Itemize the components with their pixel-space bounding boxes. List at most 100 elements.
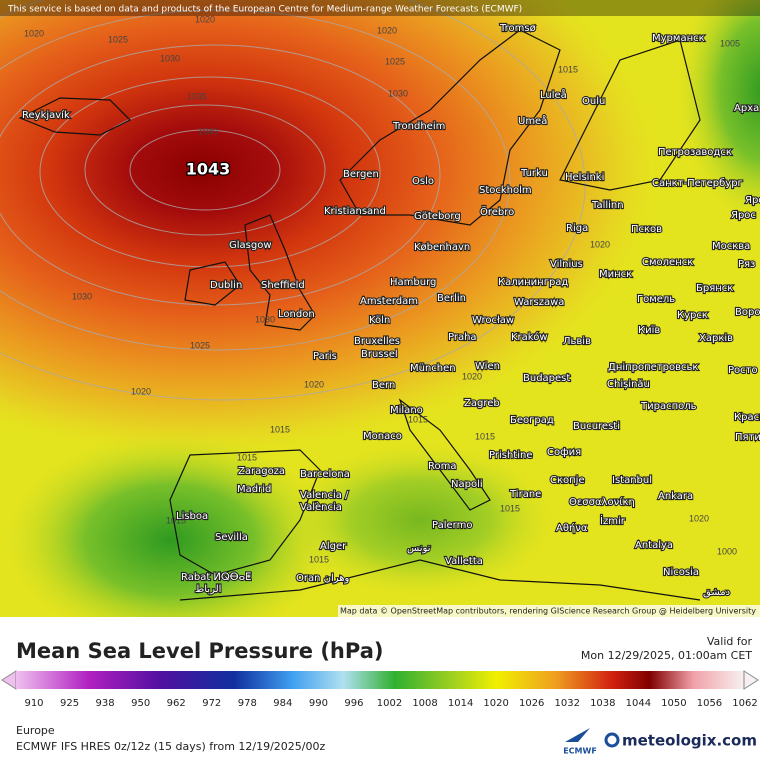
isobar-label: 1005 bbox=[720, 38, 740, 48]
city-label: Брянск bbox=[696, 283, 733, 294]
colorbar-arrow bbox=[743, 670, 759, 690]
legend-title: Mean Sea Level Pressure (hPa) bbox=[16, 639, 383, 663]
isobar-label: 1020 bbox=[304, 379, 324, 389]
city-label: Θεσσαλονίκη bbox=[569, 496, 635, 508]
isobar-label: 1020 bbox=[131, 386, 151, 396]
colorbar-tick-label: 1056 bbox=[697, 698, 722, 709]
city-label: Арха bbox=[734, 103, 759, 114]
city-label: Amsterdam bbox=[360, 296, 418, 307]
city-label: Trondheim bbox=[392, 121, 445, 132]
city-label: Örebro bbox=[480, 205, 514, 218]
colorbar-tick-label: 1014 bbox=[448, 698, 473, 709]
isobar-label: 1020 bbox=[24, 28, 44, 38]
city-label: London bbox=[278, 309, 315, 320]
colorbar bbox=[16, 671, 744, 689]
region: Europe bbox=[16, 724, 55, 737]
city-label: München bbox=[410, 363, 456, 374]
city-label: Харків bbox=[699, 332, 733, 344]
city-label: Istanbul bbox=[612, 475, 652, 486]
city-label: Rabat ⵍⵕⴱⴰⵟ bbox=[181, 572, 251, 583]
brand-logo bbox=[604, 732, 620, 748]
city-label: Tirane bbox=[509, 489, 541, 500]
city-label: Αθήνα bbox=[556, 522, 588, 534]
city-label: Львів bbox=[563, 335, 591, 347]
city-label: Санкт-Петербург bbox=[652, 178, 743, 189]
city-label: Москва bbox=[712, 241, 750, 252]
city-label: Пяти bbox=[735, 432, 760, 443]
city-label: София bbox=[547, 447, 581, 458]
isobar-label: 1030 bbox=[160, 53, 180, 63]
city-label: Palermo bbox=[432, 520, 472, 531]
city-label: Яро bbox=[745, 195, 760, 206]
city-label: Chișinău bbox=[607, 379, 650, 390]
city-label: Tromsø bbox=[499, 23, 536, 34]
city-label: Riga bbox=[566, 223, 588, 234]
city-label: تونس bbox=[407, 543, 431, 554]
ecmwf-text: ECMWF bbox=[563, 747, 597, 756]
city-label: Dublin bbox=[210, 280, 242, 291]
isobar-label: 1025 bbox=[385, 56, 405, 66]
valid-label: Valid for bbox=[707, 635, 753, 648]
isobar-label: 1020 bbox=[195, 14, 215, 24]
colorbar-tick-label: 910 bbox=[24, 698, 43, 709]
city-label: Псков bbox=[631, 224, 662, 235]
colorbar-tick-label: 1062 bbox=[732, 698, 757, 709]
city-label: Napoli bbox=[451, 479, 483, 490]
colorbar-tick-label: 1032 bbox=[555, 698, 580, 709]
colorbar-tick-label: 1050 bbox=[661, 698, 686, 709]
city-label: Stockholm bbox=[479, 185, 532, 196]
city-label: Београд bbox=[510, 415, 554, 426]
city-label: Valencia / bbox=[300, 490, 349, 501]
city-label: Тирасполь bbox=[640, 401, 697, 412]
isobar-label: 1015 bbox=[475, 431, 495, 441]
isobar-label: 1015 bbox=[237, 452, 257, 462]
city-label: Praha bbox=[448, 332, 477, 343]
isobar-label: 1015 bbox=[558, 64, 578, 74]
city-label: Paris bbox=[313, 351, 337, 362]
colorbar-tick-label: 972 bbox=[202, 698, 221, 709]
isobar-label: 1025 bbox=[190, 340, 210, 350]
model-info: ECMWF IFS HRES 0z/12z (15 days) from 12/… bbox=[16, 740, 326, 753]
city-label: Barcelona bbox=[300, 469, 350, 480]
isobar-label: 1020 bbox=[590, 239, 610, 249]
isobar-label: 1015 bbox=[309, 554, 329, 564]
city-label: Sevilla bbox=[215, 532, 248, 543]
city-label: Lisboa bbox=[176, 511, 208, 522]
city-label: Дніпропетровськ bbox=[608, 361, 698, 373]
city-label: Umeå bbox=[518, 114, 547, 127]
isobar-label: 1015 bbox=[408, 414, 428, 424]
isobar-label: 1020 bbox=[689, 513, 709, 523]
isobar-label: 1030 bbox=[255, 314, 275, 324]
city-label: Göteborg bbox=[414, 211, 461, 222]
city-label: Monaco bbox=[363, 431, 402, 442]
isobar-label: 1025 bbox=[108, 34, 128, 44]
colorbar-tick-label: 990 bbox=[309, 698, 328, 709]
city-label: Bergen bbox=[343, 169, 379, 180]
isobar-label: 1030 bbox=[388, 88, 408, 98]
map-credit: Map data © OpenStreetMap contributors, r… bbox=[340, 607, 756, 616]
colorbar-tick-label: 1026 bbox=[519, 698, 544, 709]
city-label: Ряз bbox=[738, 259, 755, 270]
map: This service is based on data and produc… bbox=[0, 0, 760, 650]
city-label: دمشق bbox=[703, 587, 730, 598]
city-label: Reykjavík bbox=[22, 109, 70, 121]
colorbar-tick-label: 1038 bbox=[590, 698, 615, 709]
city-label: Bucuresti bbox=[573, 421, 620, 432]
colorbar-tick-label: 978 bbox=[238, 698, 257, 709]
city-label: Turku bbox=[520, 168, 548, 179]
city-label: İzmir bbox=[600, 514, 626, 527]
city-label: Ярос bbox=[731, 210, 756, 221]
colorbar-tick-label: 996 bbox=[344, 698, 363, 709]
city-label: Oran وهران bbox=[296, 573, 350, 584]
isobar-label: 1015 bbox=[270, 424, 290, 434]
attribution: This service is based on data and produc… bbox=[7, 5, 522, 15]
colorbar-tick-label: 938 bbox=[96, 698, 115, 709]
isobar-label: 1000 bbox=[717, 546, 737, 556]
colorbar-tick-label: 962 bbox=[167, 698, 186, 709]
colorbar-tick-label: 1020 bbox=[483, 698, 508, 709]
city-label: Köln bbox=[369, 315, 390, 326]
isobar-label: 1020 bbox=[377, 25, 397, 35]
city-label: Воро bbox=[735, 307, 760, 318]
isobar-label: 1035 bbox=[187, 91, 207, 101]
city-label: Vilnius bbox=[550, 259, 583, 270]
